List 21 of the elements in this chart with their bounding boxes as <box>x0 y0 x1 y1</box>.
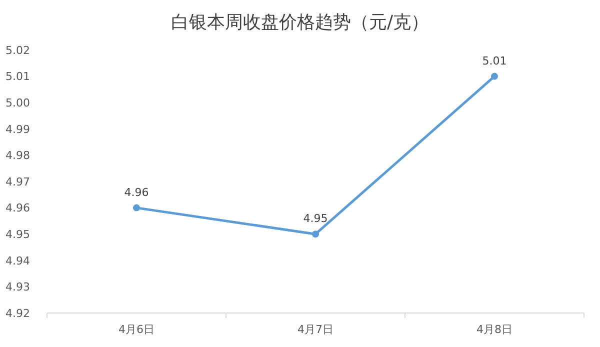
x-tick-label: 4月7日 <box>298 323 334 336</box>
y-tick-label: 4.95 <box>6 228 30 241</box>
data-label: 5.01 <box>482 54 507 68</box>
y-tick-label: 4.99 <box>6 122 30 136</box>
y-tick-label: 4.92 <box>6 306 30 320</box>
point <box>491 72 498 80</box>
x-tick-label: 4月8日 <box>476 323 512 336</box>
point <box>312 230 319 238</box>
y-tick-label: 5.00 <box>6 96 30 110</box>
y-tick-label: 5.02 <box>6 44 30 57</box>
data-label: 4.96 <box>124 186 149 199</box>
y-tick-label: 4.97 <box>6 175 30 188</box>
data-label: 4.95 <box>303 212 328 226</box>
y-tick-label: 4.96 <box>6 202 30 215</box>
point <box>133 204 140 212</box>
y-tick-label: 5.01 <box>6 70 30 84</box>
y-tick-label: 4.98 <box>6 149 30 162</box>
x-tick-label: 4月6日 <box>118 323 154 336</box>
chart-title: 白银本周收盘价格趋势（元/克） <box>170 12 430 33</box>
y-tick-label: 4.93 <box>6 280 30 294</box>
y-tick-label: 4.94 <box>6 254 30 268</box>
